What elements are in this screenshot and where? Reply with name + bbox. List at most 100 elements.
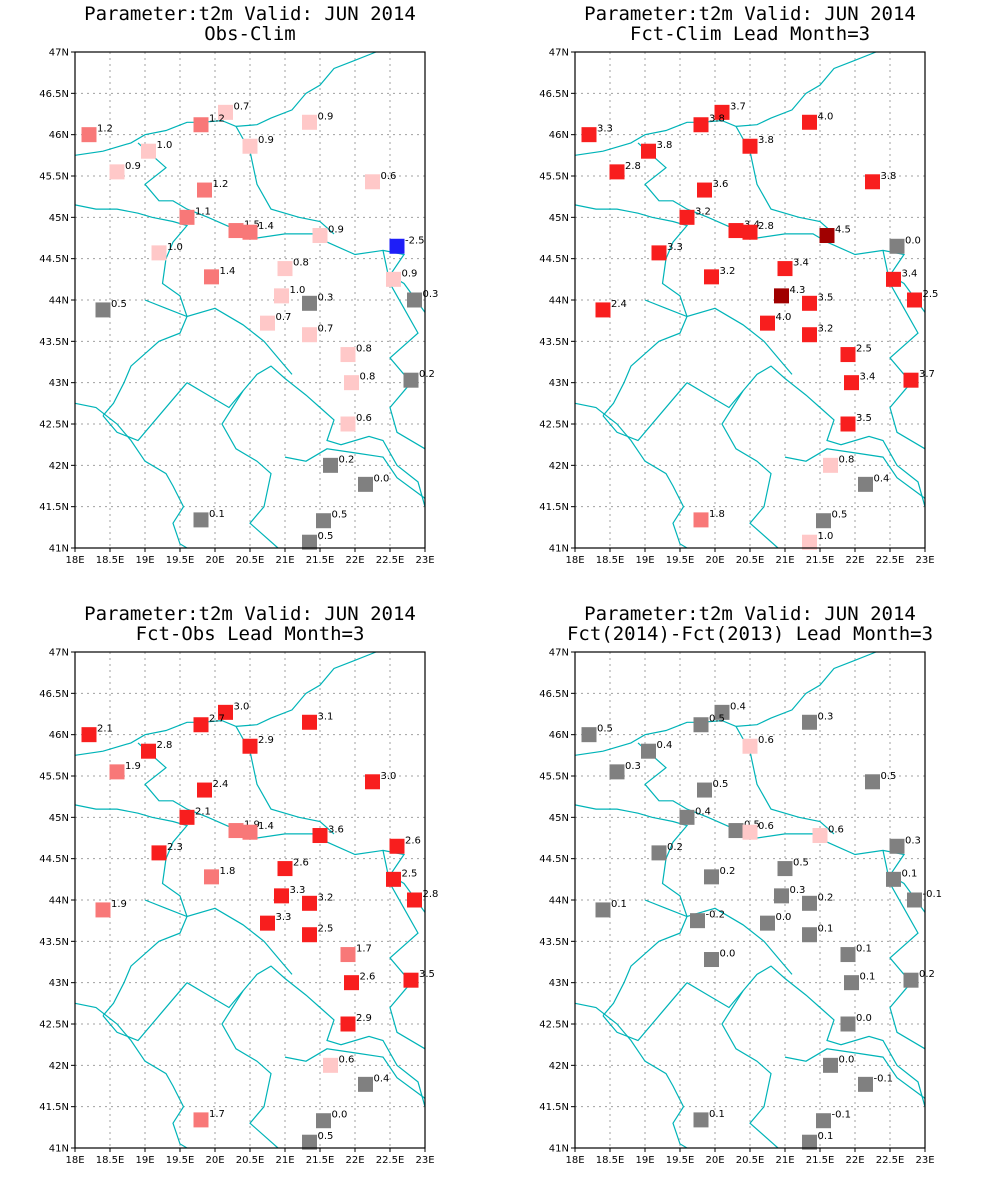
- y-tick-label: 42N: [49, 461, 69, 472]
- y-tick-label: 45.5N: [539, 172, 569, 183]
- y-tick-label: 45.5N: [39, 172, 69, 183]
- station-marker: [820, 228, 835, 243]
- station-value-label: 0.5: [318, 531, 334, 542]
- station-marker: [341, 347, 356, 362]
- station-value-label: 0.1: [818, 924, 834, 935]
- x-tick-label: 18E: [565, 1155, 584, 1166]
- station-value-label: 3.0: [381, 771, 397, 782]
- station-marker: [278, 861, 293, 876]
- station-marker: [229, 223, 244, 238]
- station-value-label: 0.5: [881, 771, 897, 782]
- station-value-label: 0.5: [709, 714, 725, 725]
- station-marker: [110, 164, 125, 179]
- y-tick-label: 43N: [549, 378, 569, 389]
- station-marker: [704, 269, 719, 284]
- station-value-label: 3.8: [657, 140, 673, 151]
- station-value-label: 0.9: [328, 225, 344, 236]
- station-marker: [302, 296, 317, 311]
- x-tick-label: 20.5E: [736, 555, 765, 566]
- x-tick-label: 18E: [565, 555, 584, 566]
- border-line: [75, 403, 187, 548]
- y-tick-label: 41N: [49, 544, 69, 555]
- panel-fct-diff: Parameter:t2m Valid: JUN 2014 Fct(2014)-…: [500, 600, 1000, 1200]
- panel-title-line1: Parameter:t2m Valid: JUN 2014: [500, 4, 1000, 25]
- station-value-label: 0.5: [597, 724, 613, 735]
- station-marker: [96, 902, 111, 917]
- station-marker: [302, 115, 317, 130]
- station-value-label: 2.6: [293, 858, 309, 869]
- y-tick-label: 42.5N: [539, 1020, 569, 1031]
- station-value-label: 2.8: [157, 740, 173, 751]
- y-tick-label: 42.5N: [539, 420, 569, 431]
- station-marker: [596, 902, 611, 917]
- panel-fct-clim: Parameter:t2m Valid: JUN 2014 Fct-Clim L…: [500, 0, 1000, 600]
- station-value-label: 0.6: [758, 821, 774, 832]
- y-tick-label: 47N: [49, 48, 69, 59]
- x-tick-label: 22.5E: [376, 555, 405, 566]
- station-marker: [365, 174, 380, 189]
- station-value-label: 2.4: [213, 779, 229, 790]
- station-marker: [302, 327, 317, 342]
- station-value-label: 0.7: [276, 312, 292, 323]
- panel-title-line1: Parameter:t2m Valid: JUN 2014: [0, 4, 500, 25]
- station-value-label: 0.0: [839, 1054, 855, 1065]
- panel-obs-clim: Parameter:t2m Valid: JUN 2014 Obs-Clim 1…: [0, 0, 500, 600]
- station-marker: [844, 375, 859, 390]
- x-tick-label: 18.5E: [596, 1155, 625, 1166]
- station-value-label: 2.9: [258, 735, 274, 746]
- station-marker: [760, 916, 775, 931]
- panel-title-line2: Fct(2014)-Fct(2013) Lead Month=3: [500, 624, 1000, 645]
- station-value-label: 3.2: [318, 892, 334, 903]
- border-line: [575, 403, 687, 548]
- y-tick-label: 41.5N: [539, 502, 569, 513]
- station-value-label: 0.7: [234, 101, 250, 112]
- y-tick-label: 42.5N: [39, 1020, 69, 1031]
- border-line: [145, 900, 292, 974]
- x-tick-label: 20.5E: [736, 1155, 765, 1166]
- station-marker: [802, 327, 817, 342]
- station-marker: [802, 715, 817, 730]
- y-tick-label: 47N: [549, 48, 569, 59]
- y-tick-label: 44.5N: [539, 854, 569, 865]
- station-value-label: 2.9: [356, 1013, 372, 1024]
- station-value-label: 0.1: [611, 899, 627, 910]
- station-marker: [690, 913, 705, 928]
- station-marker: [404, 973, 419, 988]
- station-value-label: 3.0: [234, 701, 250, 712]
- station-marker: [152, 845, 167, 860]
- station-marker: [813, 828, 828, 843]
- station-value-label: 0.6: [339, 1054, 355, 1065]
- station-value-label: 1.9: [125, 761, 141, 772]
- station-marker: [341, 417, 356, 432]
- station-marker: [243, 739, 258, 754]
- station-marker: [729, 223, 744, 238]
- station-value-label: 0.2: [818, 892, 834, 903]
- station-marker: [180, 810, 195, 825]
- x-tick-label: 22E: [345, 555, 364, 566]
- station-value-label: 0.1: [709, 1109, 725, 1120]
- panel-title-line2: Fct-Clim Lead Month=3: [500, 24, 1000, 45]
- x-tick-label: 21E: [275, 555, 294, 566]
- y-tick-label: 45N: [549, 213, 569, 224]
- station-value-label: 0.4: [374, 1073, 390, 1084]
- x-tick-label: 21.5E: [306, 1155, 335, 1166]
- station-value-label: 1.8: [220, 866, 236, 877]
- y-tick-label: 41N: [49, 1144, 69, 1155]
- station-marker: [358, 477, 373, 492]
- border-line: [575, 1003, 687, 1148]
- station-marker: [323, 458, 338, 473]
- station-value-label: 3.5: [818, 292, 834, 303]
- station-value-label: 3.7: [919, 369, 935, 380]
- station-marker: [302, 927, 317, 942]
- station-marker: [904, 973, 919, 988]
- y-tick-label: 46.5N: [539, 689, 569, 700]
- station-marker: [386, 872, 401, 887]
- station-map: 2.13.02.73.12.82.91.93.02.42.11.91.43.62…: [0, 600, 500, 1200]
- station-marker: [823, 1058, 838, 1073]
- station-marker: [390, 839, 405, 854]
- border-line: [222, 391, 278, 548]
- y-tick-label: 46.5N: [39, 689, 69, 700]
- station-value-label: 2.5: [856, 344, 872, 355]
- station-marker: [243, 225, 258, 240]
- y-tick-label: 47N: [49, 648, 69, 659]
